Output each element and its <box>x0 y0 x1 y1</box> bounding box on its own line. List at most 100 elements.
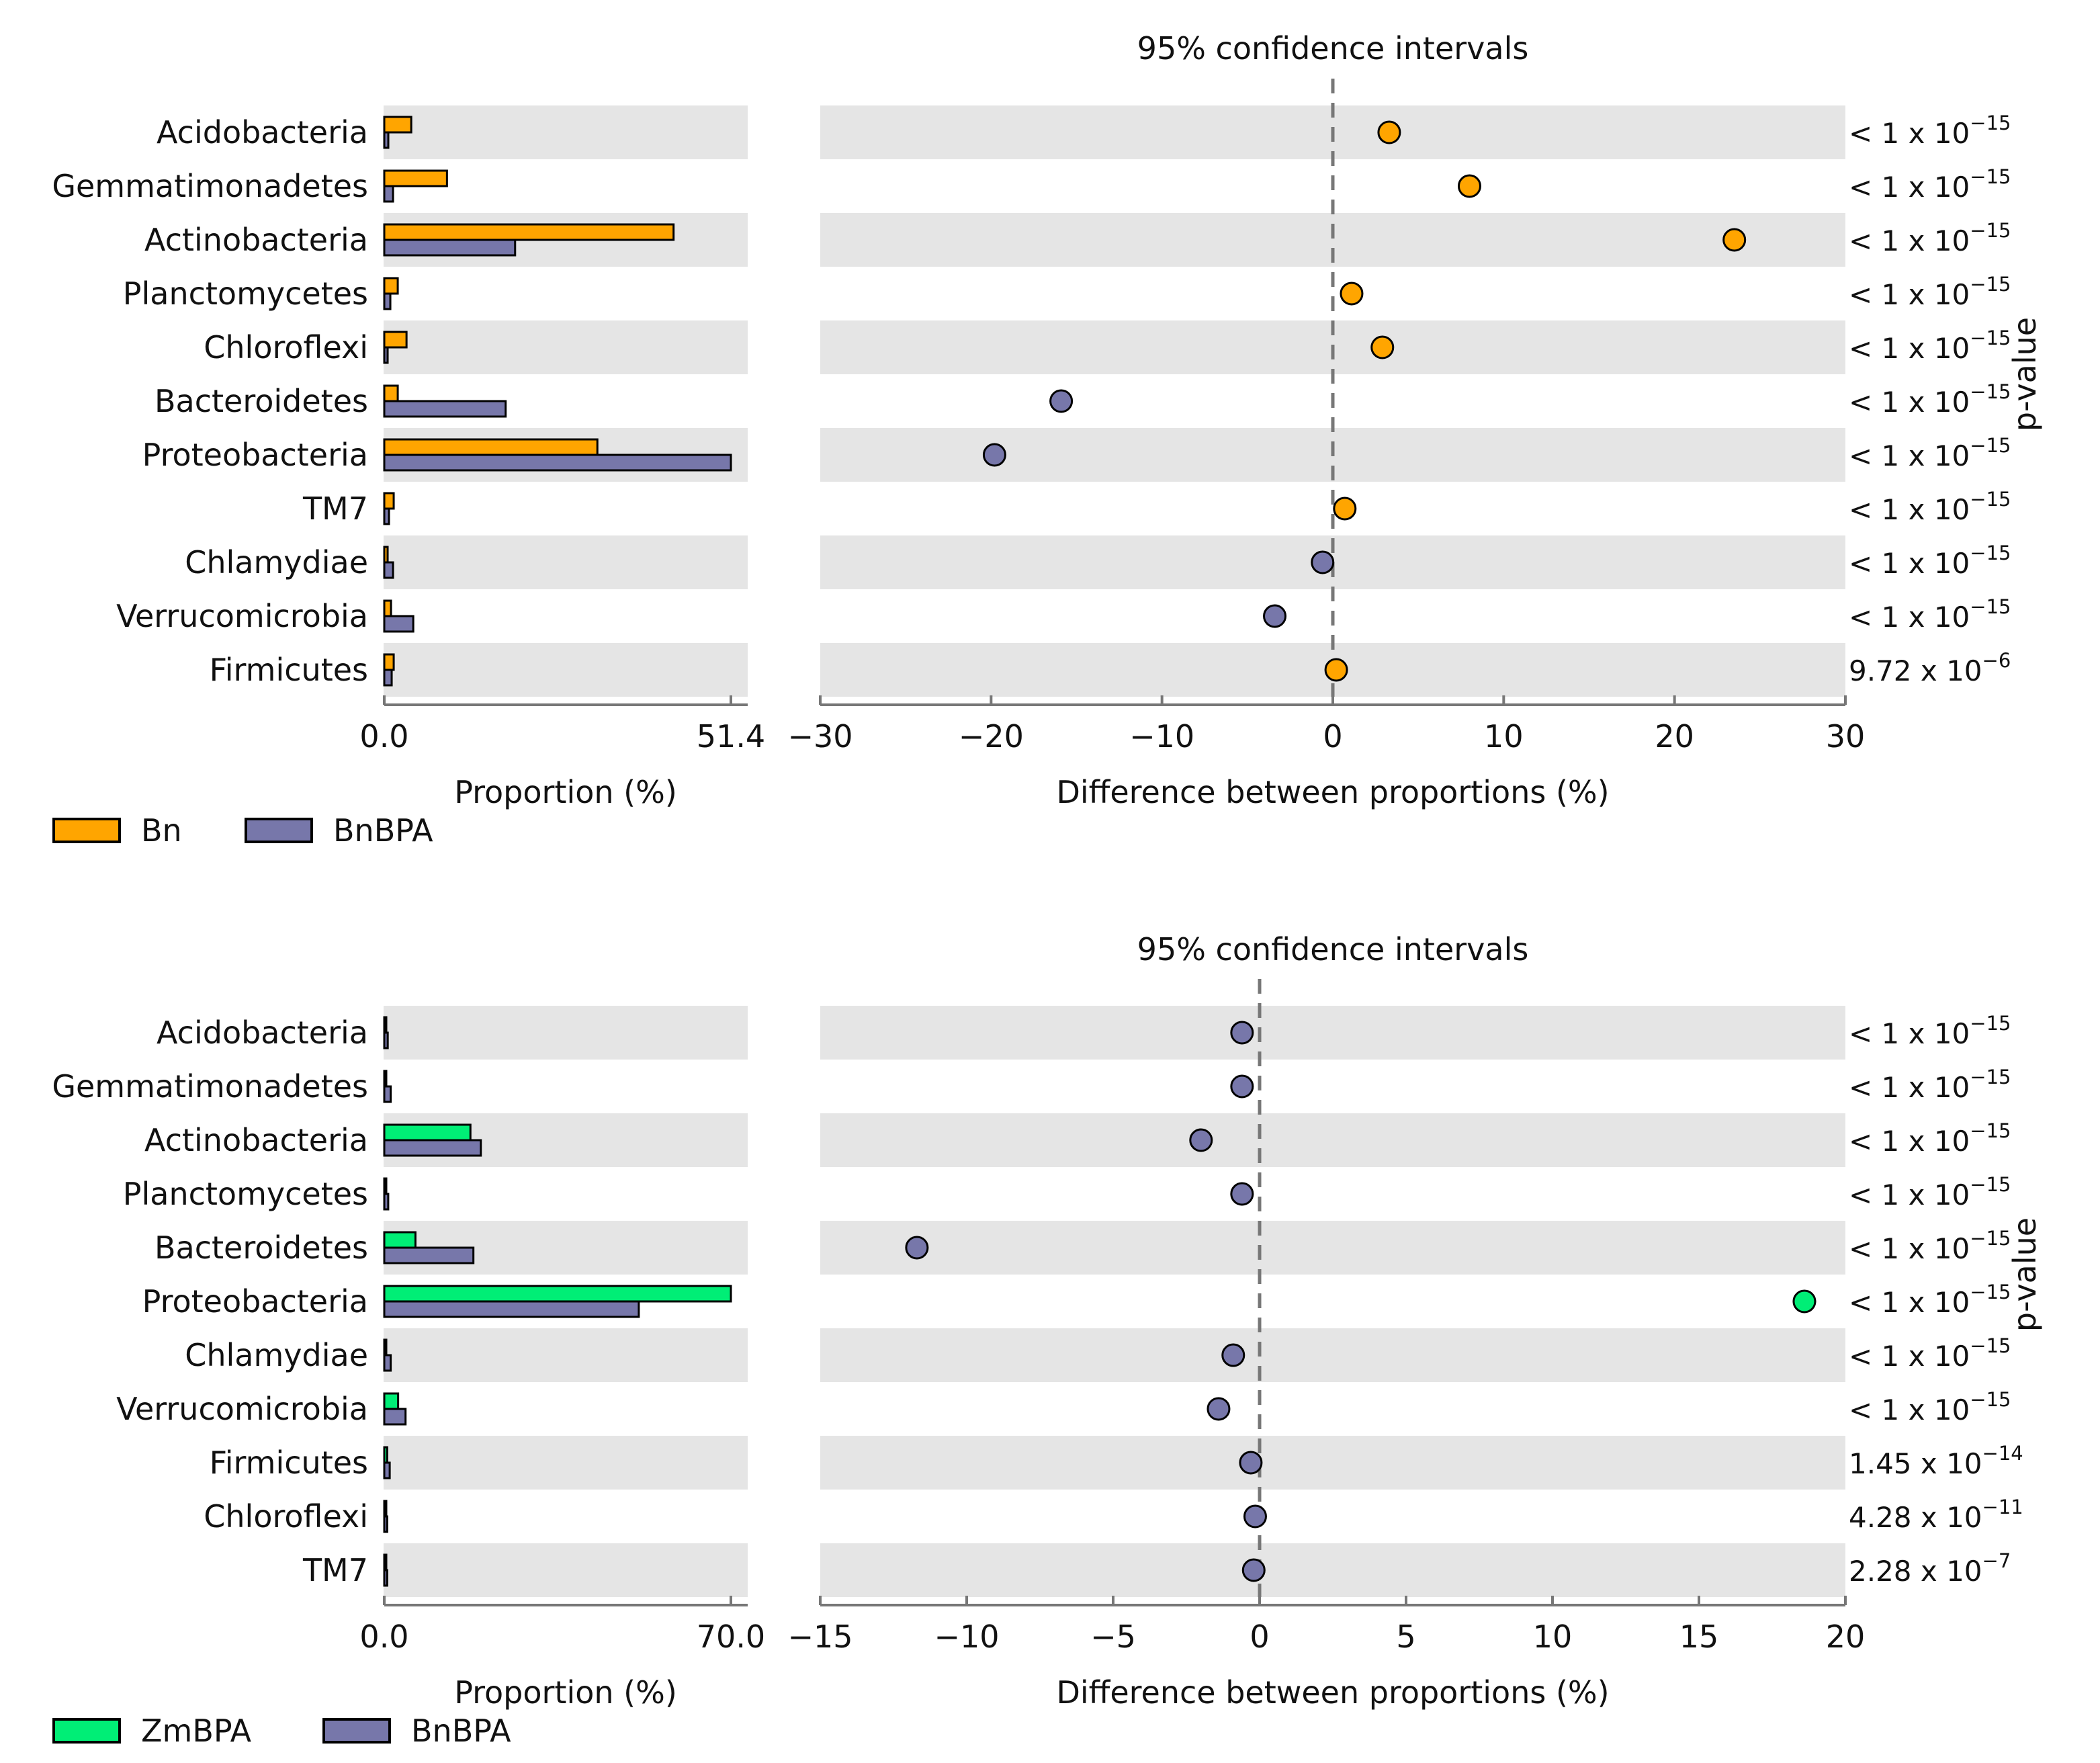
p-value-label: < 1 x 10−15 <box>1849 165 2011 204</box>
p-value-label: < 1 x 10−15 <box>1849 380 2011 419</box>
p-value-exponent: −7 <box>1982 1549 2011 1572</box>
p-value-label: 9.72 x 10−6 <box>1849 649 2011 687</box>
p-value-base: < 1 x 10 <box>1849 1071 1970 1104</box>
category-label: Acidobacteria <box>157 114 368 150</box>
legend-label-ZmBPA: ZmBPA <box>141 1713 252 1749</box>
difference-point <box>1311 550 1335 574</box>
legend-label-BnBPA: BnBPA <box>411 1713 511 1749</box>
proportion-bar-BnBPA <box>383 454 732 472</box>
proportion-bar-Bn <box>383 116 412 134</box>
proportion-bar-BnBPA <box>383 669 393 687</box>
row-shade-left <box>384 535 748 589</box>
difference-point <box>1243 1504 1267 1529</box>
difference-tick-label: 10 <box>1533 1619 1573 1655</box>
difference-point <box>1333 497 1357 521</box>
legend-label-Bn: Bn <box>141 812 182 849</box>
p-value-label: < 1 x 10−15 <box>1849 1066 2011 1104</box>
difference-point <box>1230 1182 1254 1206</box>
p-value-label: < 1 x 10−15 <box>1849 327 2011 365</box>
proportion-bar-Bn <box>383 277 399 295</box>
difference-point <box>1239 1451 1263 1475</box>
proportion-bar-Bn <box>383 384 399 402</box>
p-value-exponent: −15 <box>1970 1012 2011 1035</box>
category-label: Bacteroidetes <box>155 1230 368 1266</box>
row-shade-left <box>384 1006 748 1060</box>
p-value-base: 2.28 x 10 <box>1849 1555 1982 1588</box>
difference-tick-label: 20 <box>1826 1619 1866 1655</box>
p-value-label: < 1 x 10−15 <box>1849 542 2011 580</box>
p-value-label: < 1 x 10−15 <box>1849 595 2011 634</box>
difference-point <box>1049 389 1074 413</box>
p-value-exponent: −6 <box>1982 649 2011 672</box>
proportion-bar-ZmBPA <box>383 1123 472 1142</box>
p-value-exponent: −15 <box>1970 112 2011 134</box>
ci-title: 95% confidence intervals <box>1137 30 1529 67</box>
p-value-label: < 1 x 10−15 <box>1849 1388 2011 1426</box>
difference-tick-label: 20 <box>1655 718 1694 755</box>
legend-swatch-BnBPA <box>322 1718 391 1744</box>
difference-tick-label: −30 <box>787 718 852 755</box>
p-value-exponent: −15 <box>1970 1334 2011 1357</box>
proportion-bar-BnBPA <box>383 400 507 418</box>
proportion-bar-BnBPA <box>383 185 394 203</box>
difference-tick-label: 5 <box>1396 1619 1415 1655</box>
p-value-label: < 1 x 10−15 <box>1849 1334 2011 1373</box>
p-value-exponent: −15 <box>1970 1119 2011 1142</box>
proportion-bar-ZmBPA <box>383 1070 388 1088</box>
proportion-bar-Bn <box>383 169 448 187</box>
ci-title: 95% confidence intervals <box>1137 931 1529 968</box>
proportion-bar-BnBPA <box>383 1139 482 1157</box>
proportion-bar-BnBPA <box>383 292 392 310</box>
proportion-tick-label: 0.0 <box>359 718 408 755</box>
p-value-label: < 1 x 10−15 <box>1849 273 2011 311</box>
category-label: Acidobacteria <box>157 1015 368 1051</box>
p-value-label: < 1 x 10−15 <box>1849 1012 2011 1050</box>
proportion-bar-BnBPA <box>383 1246 475 1264</box>
p-value-label: < 1 x 10−15 <box>1849 1281 2011 1319</box>
difference-tick-label: −10 <box>1129 718 1194 755</box>
row-shade-right <box>820 1113 1845 1167</box>
p-value-label: 4.28 x 10−11 <box>1849 1496 2023 1534</box>
proportion-bar-ZmBPA <box>383 1177 388 1195</box>
p-value-base: < 1 x 10 <box>1849 117 1970 150</box>
proportion-bar-BnBPA <box>383 1031 389 1049</box>
difference-point <box>1241 1558 1266 1582</box>
difference-point <box>1189 1128 1213 1152</box>
proportion-bar-ZmBPA <box>383 1338 388 1357</box>
p-value-exponent: −15 <box>1970 542 2011 564</box>
p-value-label: < 1 x 10−15 <box>1849 1227 2011 1265</box>
p-value-exponent: −15 <box>1970 1281 2011 1303</box>
proportion-bar-BnBPA <box>383 1354 392 1372</box>
proportion-bar-BnBPA <box>383 1569 388 1587</box>
category-label: Proteobacteria <box>142 437 368 473</box>
difference-point <box>1377 120 1401 144</box>
proportion-bar-BnBPA <box>383 1085 392 1103</box>
p-value-exponent: −11 <box>1982 1496 2023 1518</box>
p-value-base: < 1 x 10 <box>1849 1232 1970 1265</box>
p-value-exponent: −15 <box>1970 1227 2011 1250</box>
category-label: Chloroflexi <box>204 329 368 366</box>
row-shade-right <box>820 1221 1845 1275</box>
p-value-base: < 1 x 10 <box>1849 171 1970 204</box>
p-value-base: < 1 x 10 <box>1849 224 1970 257</box>
category-label: Verrucomicrobia <box>116 598 368 634</box>
p-value-label: < 1 x 10−15 <box>1849 488 2011 526</box>
p-value-label: < 1 x 10−15 <box>1849 434 2011 472</box>
proportion-bar-ZmBPA <box>383 1446 388 1464</box>
proportion-tick-label: 0.0 <box>359 1619 408 1655</box>
p-value-exponent: −15 <box>1970 1066 2011 1088</box>
p-value-label: < 1 x 10−15 <box>1849 1119 2011 1158</box>
legend-label-BnBPA: BnBPA <box>333 812 433 849</box>
proportion-bar-BnBPA <box>383 1300 640 1318</box>
proportion-bar-Bn <box>383 546 389 564</box>
category-label: Planctomycetes <box>123 275 368 312</box>
difference-point <box>905 1236 929 1260</box>
proportion-bar-Bn <box>383 223 675 241</box>
difference-tick-label: 30 <box>1826 718 1866 755</box>
difference-tick-label: −10 <box>934 1619 999 1655</box>
row-shade-left <box>384 1436 748 1490</box>
p-value-exponent: −15 <box>1970 1173 2011 1196</box>
difference-point <box>1221 1343 1245 1367</box>
difference-point <box>1324 658 1348 682</box>
